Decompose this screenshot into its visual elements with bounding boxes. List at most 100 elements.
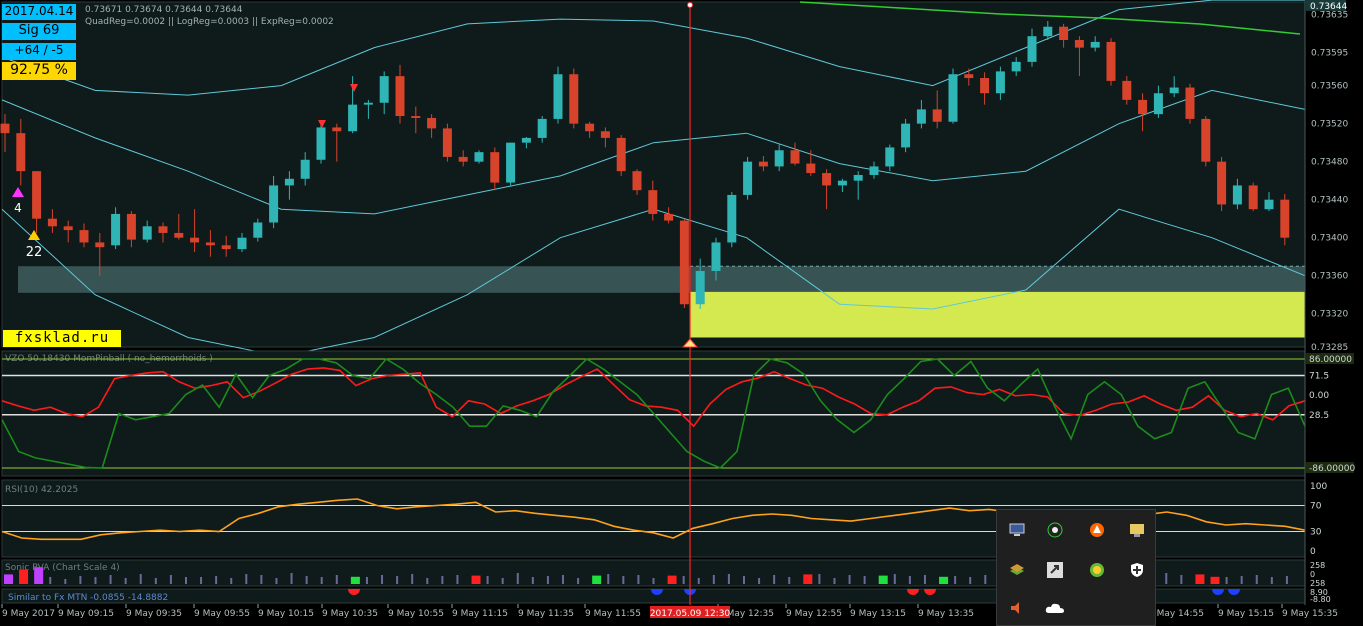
candle-bull[interactable] xyxy=(869,166,879,175)
candle-bull[interactable] xyxy=(474,152,484,162)
candle-bear[interactable] xyxy=(822,173,832,186)
candle-bear[interactable] xyxy=(600,131,610,138)
pva-bar xyxy=(546,576,549,584)
candle-bull[interactable] xyxy=(1153,93,1163,115)
arrow-icon[interactable] xyxy=(1045,560,1065,580)
candle-bear[interactable] xyxy=(190,237,200,243)
candle-bear[interactable] xyxy=(679,220,689,305)
candle-bull[interactable] xyxy=(727,194,737,243)
monitor-icon[interactable] xyxy=(1007,520,1027,540)
candle-bear[interactable] xyxy=(458,156,468,162)
pva-bar xyxy=(19,569,29,584)
candle-bear[interactable] xyxy=(569,74,579,124)
candle-bear[interactable] xyxy=(616,137,626,172)
candle-bear[interactable] xyxy=(758,161,768,167)
candle-bull[interactable] xyxy=(711,242,721,271)
system-tray-popup[interactable] xyxy=(996,509,1156,626)
candle-bear[interactable] xyxy=(174,232,184,238)
candle-bear[interactable] xyxy=(790,150,800,164)
speaker-icon[interactable] xyxy=(1007,598,1027,618)
candle-bear[interactable] xyxy=(932,109,942,122)
stack-icon[interactable] xyxy=(1007,560,1027,580)
candle-bull[interactable] xyxy=(1027,36,1037,62)
candle-bull[interactable] xyxy=(363,102,373,105)
candle-bull[interactable] xyxy=(379,76,389,103)
candle-bull[interactable] xyxy=(837,180,847,186)
candle-bull[interactable] xyxy=(1169,87,1179,94)
candle-bear[interactable] xyxy=(158,226,168,233)
vzo-pane[interactable]: VZO 50.18430 MomPinball ( no_hemorrhoids… xyxy=(1,350,1306,477)
candle-bear[interactable] xyxy=(79,230,89,243)
candle-bear[interactable] xyxy=(395,76,405,117)
candle-bear[interactable] xyxy=(1201,118,1211,162)
candle-bull[interactable] xyxy=(537,118,547,138)
candle-bear[interactable] xyxy=(1059,26,1069,41)
candle-bear[interactable] xyxy=(1074,40,1084,48)
candle-bull[interactable] xyxy=(743,161,753,195)
candle-bull[interactable] xyxy=(237,237,247,250)
candle-bear[interactable] xyxy=(16,133,26,172)
candle-bull[interactable] xyxy=(316,127,326,160)
candle-bull[interactable] xyxy=(284,178,294,186)
candle-bear[interactable] xyxy=(0,123,10,134)
shield-icon[interactable] xyxy=(1127,560,1147,580)
candle-bull[interactable] xyxy=(916,109,926,124)
candle-bear[interactable] xyxy=(490,152,500,183)
candle-bear[interactable] xyxy=(806,163,816,174)
candle-bull[interactable] xyxy=(1090,41,1100,48)
candle-bull[interactable] xyxy=(348,104,358,132)
candle-bull[interactable] xyxy=(253,222,263,238)
candle-bull[interactable] xyxy=(853,174,863,181)
candle-bear[interactable] xyxy=(411,116,421,118)
candle-bull[interactable] xyxy=(1043,26,1053,37)
candle-bull[interactable] xyxy=(300,159,310,179)
pva-bar xyxy=(169,575,172,584)
candle-bear[interactable] xyxy=(442,128,452,157)
candle-bear[interactable] xyxy=(632,171,642,191)
avast-icon[interactable] xyxy=(1087,520,1107,540)
candle-bull[interactable] xyxy=(1011,61,1021,72)
candle-bull[interactable] xyxy=(506,142,516,183)
candle-bull[interactable] xyxy=(774,150,784,167)
candle-bull[interactable] xyxy=(1232,185,1242,205)
candle-bull[interactable] xyxy=(142,226,152,240)
candle-bear[interactable] xyxy=(648,190,658,214)
candle-bear[interactable] xyxy=(63,226,73,231)
candle-bull[interactable] xyxy=(695,270,705,305)
candle-bull[interactable] xyxy=(521,137,531,143)
candle-bear[interactable] xyxy=(585,123,595,132)
candle-bull[interactable] xyxy=(885,147,895,167)
price-pane[interactable]: 4 22 xyxy=(0,0,1306,358)
network-drive-icon[interactable] xyxy=(1127,520,1147,540)
candle-bear[interactable] xyxy=(95,242,105,248)
candle-bear[interactable] xyxy=(1138,99,1148,115)
candle-bear[interactable] xyxy=(1106,41,1116,81)
candle-bull[interactable] xyxy=(111,213,121,246)
candle-bear[interactable] xyxy=(1248,185,1258,210)
candle-bear[interactable] xyxy=(664,213,674,221)
candle-bear[interactable] xyxy=(1185,87,1195,119)
candle-bull[interactable] xyxy=(995,71,1005,94)
candle-bear[interactable] xyxy=(221,245,231,250)
cloud-icon[interactable] xyxy=(1045,598,1065,618)
candle-bull[interactable] xyxy=(948,74,958,122)
pva-bar xyxy=(441,576,444,584)
candle-bear[interactable] xyxy=(47,218,57,227)
candle-bull[interactable] xyxy=(553,74,563,119)
candle-bear[interactable] xyxy=(964,74,974,79)
candle-bull[interactable] xyxy=(269,185,279,223)
candle-bear[interactable] xyxy=(1122,80,1132,100)
update-icon[interactable] xyxy=(1087,560,1107,580)
candle-bull[interactable] xyxy=(1264,199,1274,210)
candle-bear[interactable] xyxy=(1280,199,1290,238)
candle-bear[interactable] xyxy=(980,78,990,94)
camera-icon[interactable] xyxy=(1045,520,1065,540)
candle-bear[interactable] xyxy=(1217,161,1227,205)
candle-bear[interactable] xyxy=(427,117,437,129)
candle-bear[interactable] xyxy=(332,127,342,132)
candle-bear[interactable] xyxy=(205,242,215,246)
candle-bear[interactable] xyxy=(126,213,136,240)
candle-bull[interactable] xyxy=(901,123,911,148)
candle-bear[interactable] xyxy=(32,171,42,219)
